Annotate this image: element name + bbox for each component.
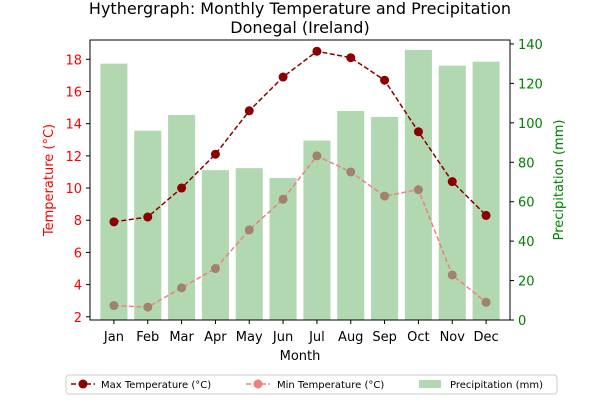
left-axis-ticks: 2 4 6 8 10 12 14 16 18 [65,53,90,326]
min-temperature-point-nov [447,270,457,280]
min-temperature-point-sep [380,191,390,201]
left-tick-label: 12 [65,150,82,165]
x-axis-ticks: Jan Feb Mar Apr May Jun Jul Aug Sep Oct Nov Dec [103,320,499,345]
max-temperature-point-may [244,106,254,116]
max-temperature-point-aug [346,53,356,63]
left-tick-label: 10 [65,182,82,197]
x-tick-label: Jul [308,330,325,345]
precipitation-bar-may [235,168,263,320]
left-tick-label: 16 [65,85,82,100]
right-tick-label: 20 [518,275,535,290]
legend-box [65,374,558,395]
x-tick-label: Dec [474,330,499,345]
chart-subtitle: Donegal (Ireland) [230,18,369,37]
min-temperature-point-aug [346,167,356,177]
max-temperature-line [113,50,487,223]
min-temperature-point-jul [312,151,322,161]
right-tick-label: 40 [518,235,535,250]
right-tick-label: 0 [518,314,526,329]
x-tick-label: Aug [338,330,363,345]
left-tick-label: 6 [74,246,82,261]
right-tick-label: 140 [518,38,543,53]
max-temperature-point-jul [312,46,322,56]
right-tick-label: 60 [518,196,535,211]
left-tick-label: 4 [74,279,82,294]
x-tick-label: Mar [169,330,194,345]
precipitation-bar-aug [337,110,365,320]
legend-precip-label: Precipitation (mm) [450,380,543,391]
x-tick-label: Apr [204,330,227,345]
x-tick-label: Jan [103,330,124,345]
left-tick-label: 2 [74,311,82,326]
precipitation-bar-jan [100,63,128,320]
right-tick-label: 120 [518,77,543,92]
min-temperature-point-oct [413,185,423,195]
max-temperature-point-dec [481,210,491,220]
legend-max-label: Max Temperature (°C) [101,380,211,391]
x-tick-label: May [236,330,263,345]
x-axis-label: Month [280,349,321,364]
right-tick-label: 100 [518,117,543,132]
min-temperature-point-apr [210,264,220,274]
chart-title: Hythergraph: Monthly Temperature and Pre… [89,0,511,18]
x-tick-label: Oct [407,330,429,345]
plot-frame [89,39,511,321]
precipitation-bar-feb [134,130,162,320]
x-tick-label: Feb [136,330,159,345]
precipitation-bar-jul [303,140,331,320]
left-axis-label: Temperature (°C) [42,124,57,237]
max-temperature-point-apr [210,149,220,159]
temperature-lines [109,46,491,312]
max-temperature-point-mar [177,183,187,193]
left-tick-label: 18 [65,53,82,68]
min-temperature-point-feb [143,302,153,312]
legend-max-marker [78,379,88,389]
legend-precip-swatch [419,380,441,388]
min-temperature-point-may [244,225,254,235]
min-temperature-point-jan [109,301,119,311]
right-axis-label: Precipitation (mm) [552,120,567,241]
x-tick-label: Nov [440,330,466,345]
max-temperature-point-oct [413,127,423,137]
max-temperature-point-sep [380,75,390,85]
right-tick-label: 80 [518,156,535,171]
precipitation-bar-sep [371,116,399,321]
max-temperature-point-jun [278,72,288,82]
legend-min-marker [253,379,263,389]
min-temperature-point-mar [177,283,187,293]
precipitation-bar-oct [404,49,432,320]
min-temperature-point-jun [278,194,288,204]
max-temperature-point-nov [447,177,457,187]
min-temperature-line [113,154,487,308]
right-axis-ticks: 0 20 40 60 80 100 120 140 [510,38,543,329]
precipitation-bar-apr [201,170,229,320]
legend-min-label: Min Temperature (°C) [277,380,384,391]
max-temperature-point-feb [143,212,153,222]
max-temperature-point-jan [109,217,119,227]
x-tick-label: Jun [272,330,293,345]
left-tick-label: 14 [65,118,82,133]
left-tick-label: 8 [74,214,82,229]
legend: Max Temperature (°C) Min Temperature (°C… [65,374,558,395]
precipitation-bars [100,49,500,321]
min-temperature-point-dec [481,297,491,307]
precipitation-bar-dec [472,61,500,321]
x-tick-label: Sep [372,330,397,345]
